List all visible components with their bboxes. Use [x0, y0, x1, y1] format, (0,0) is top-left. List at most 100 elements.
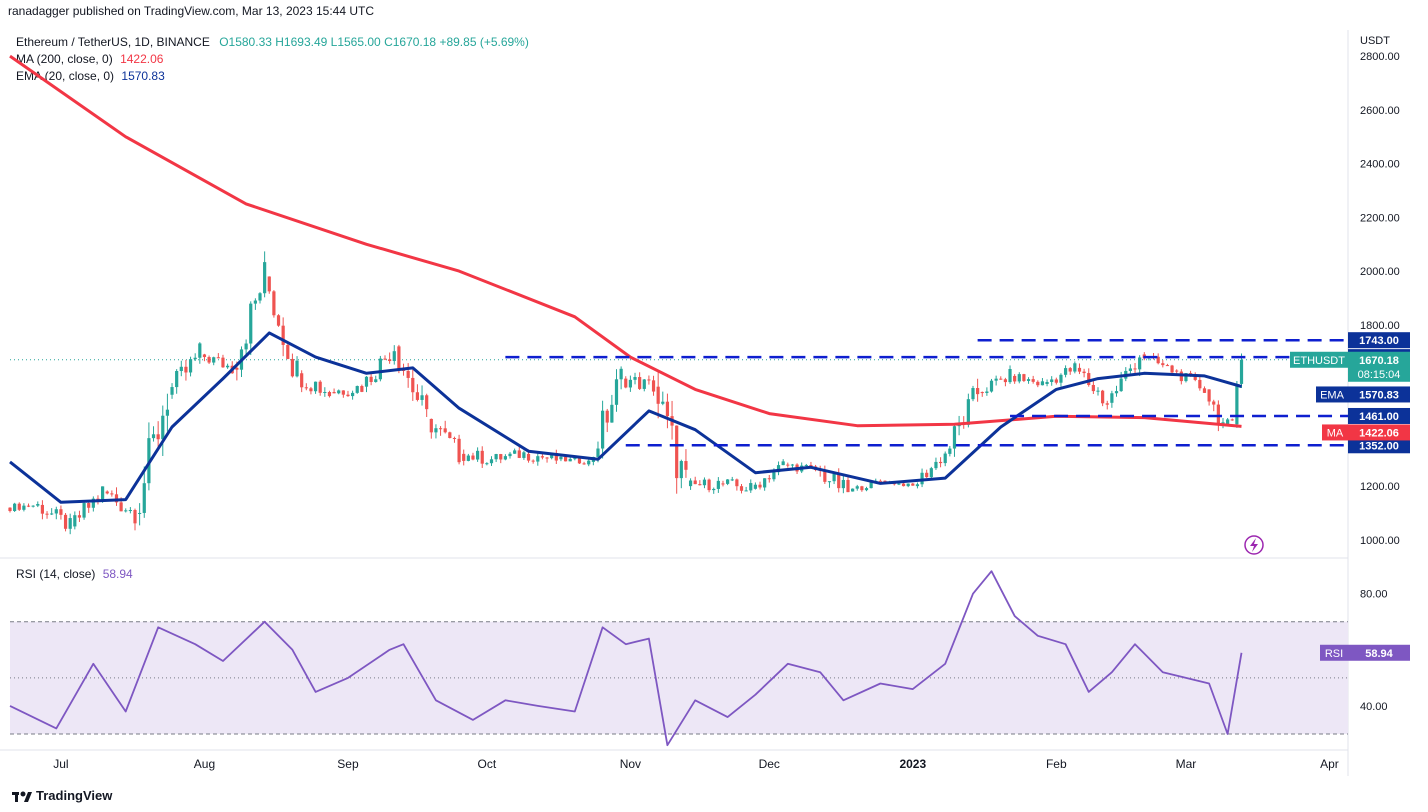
candle-body: [295, 360, 299, 377]
candle-body: [563, 456, 568, 462]
candle-body: [707, 479, 711, 491]
candle-body: [471, 455, 475, 460]
price-tick-7: 1200.00: [1360, 481, 1400, 493]
candle-body: [374, 379, 378, 383]
ohlc-low: L1565.00: [330, 35, 381, 49]
candle-body: [128, 510, 132, 512]
time-tick-4: Nov: [620, 757, 641, 771]
candle-body: [351, 392, 355, 397]
candle-body: [1202, 388, 1207, 393]
candle-body: [443, 428, 447, 433]
rsi-legend-label: RSI (14, close): [16, 567, 96, 581]
ma-price-badge: [1348, 424, 1410, 441]
candle-body: [1054, 379, 1058, 383]
candle-body: [726, 479, 730, 484]
candle-body: [952, 426, 957, 449]
candle-body: [901, 483, 906, 487]
ema-legend-label: EMA (20, close, 0): [16, 69, 115, 83]
candle-body: [87, 503, 91, 508]
candle-body: [1013, 375, 1017, 382]
candle-body: [1198, 379, 1202, 389]
candle-body: [45, 513, 49, 515]
ema-legend-value: 1570.83: [121, 69, 165, 83]
symbol-legend: Ethereum / TetherUS, 1D, BINANCE O1580.3…: [16, 35, 529, 49]
candle-body: [684, 461, 688, 470]
candle-body: [619, 368, 623, 380]
candle-body: [679, 461, 683, 479]
candle-body: [508, 453, 512, 457]
candle-body: [1003, 379, 1007, 383]
level-label-1461: 1461.00: [1359, 411, 1399, 423]
candle-body: [860, 486, 864, 491]
candle-body: [462, 453, 466, 461]
candle-body: [175, 371, 179, 388]
candle-body: [730, 479, 734, 481]
candle-body: [540, 456, 545, 458]
candle-body: [925, 472, 929, 478]
ohlc-close: C1670.18: [384, 35, 437, 49]
candle-body: [638, 377, 642, 389]
price-tick-4: 2000.00: [1360, 266, 1400, 278]
candle-body: [434, 428, 438, 433]
candle-body: [1022, 374, 1026, 381]
candle-body: [522, 452, 526, 458]
candle-body: [1087, 373, 1091, 385]
rsi-value-badge: [1348, 644, 1410, 661]
tradingview-logo-icon: [12, 791, 32, 802]
candle-body: [290, 358, 295, 377]
candle-body: [1235, 384, 1239, 425]
candle-body: [929, 468, 933, 478]
candle-body: [503, 456, 507, 460]
candle-body: [378, 358, 382, 380]
candle-body: [452, 437, 457, 439]
candle-body: [406, 370, 410, 378]
candle-body: [221, 357, 225, 368]
candle-body: [272, 291, 276, 316]
candle-body: [198, 343, 202, 358]
ema-name-badge: [1316, 386, 1348, 403]
candle-body: [364, 376, 369, 387]
candle-body: [323, 392, 327, 394]
candle-body: [582, 463, 586, 465]
candle-body: [346, 394, 350, 397]
candle-body: [989, 380, 994, 392]
candle-body: [489, 459, 494, 464]
candle-body: [601, 410, 605, 449]
candle-body: [485, 463, 489, 465]
time-tick-1: Aug: [194, 757, 215, 771]
candle-body: [457, 438, 461, 463]
ticker-name: ETHUSDT: [1293, 355, 1345, 367]
tradingview-footer: TradingView: [12, 788, 112, 803]
candle-body: [573, 458, 577, 460]
candle-body: [499, 454, 503, 460]
candle-body: [536, 456, 540, 462]
candle-body: [258, 293, 262, 301]
time-tick-2: Sep: [337, 757, 359, 771]
candle-body: [934, 461, 938, 469]
rsi-legend-value: 58.94: [102, 567, 133, 581]
candle-body: [40, 504, 45, 514]
candle-body: [702, 479, 707, 486]
candle-body: [1045, 381, 1049, 384]
candle-body: [63, 514, 68, 529]
price-tick-2: 2400.00: [1360, 159, 1400, 171]
candle-body: [494, 454, 498, 460]
candle-body: [235, 367, 239, 370]
candle-body: [577, 458, 582, 464]
candle-body: [202, 354, 207, 358]
candle-body: [142, 483, 146, 513]
candle-body: [999, 378, 1003, 380]
candle-body: [938, 461, 943, 464]
level-badge-1352: [1348, 437, 1410, 454]
ema20-line: [9, 331, 1242, 504]
candle-body: [786, 464, 790, 466]
candle-body: [360, 386, 364, 392]
candle-body: [105, 491, 109, 494]
candle-body: [749, 483, 753, 491]
ohlc-change: +89.85 (+5.69%): [439, 35, 529, 49]
candle-body: [383, 358, 387, 360]
candle-body: [429, 418, 433, 433]
candle-body: [587, 460, 591, 465]
candle-body: [554, 452, 558, 461]
